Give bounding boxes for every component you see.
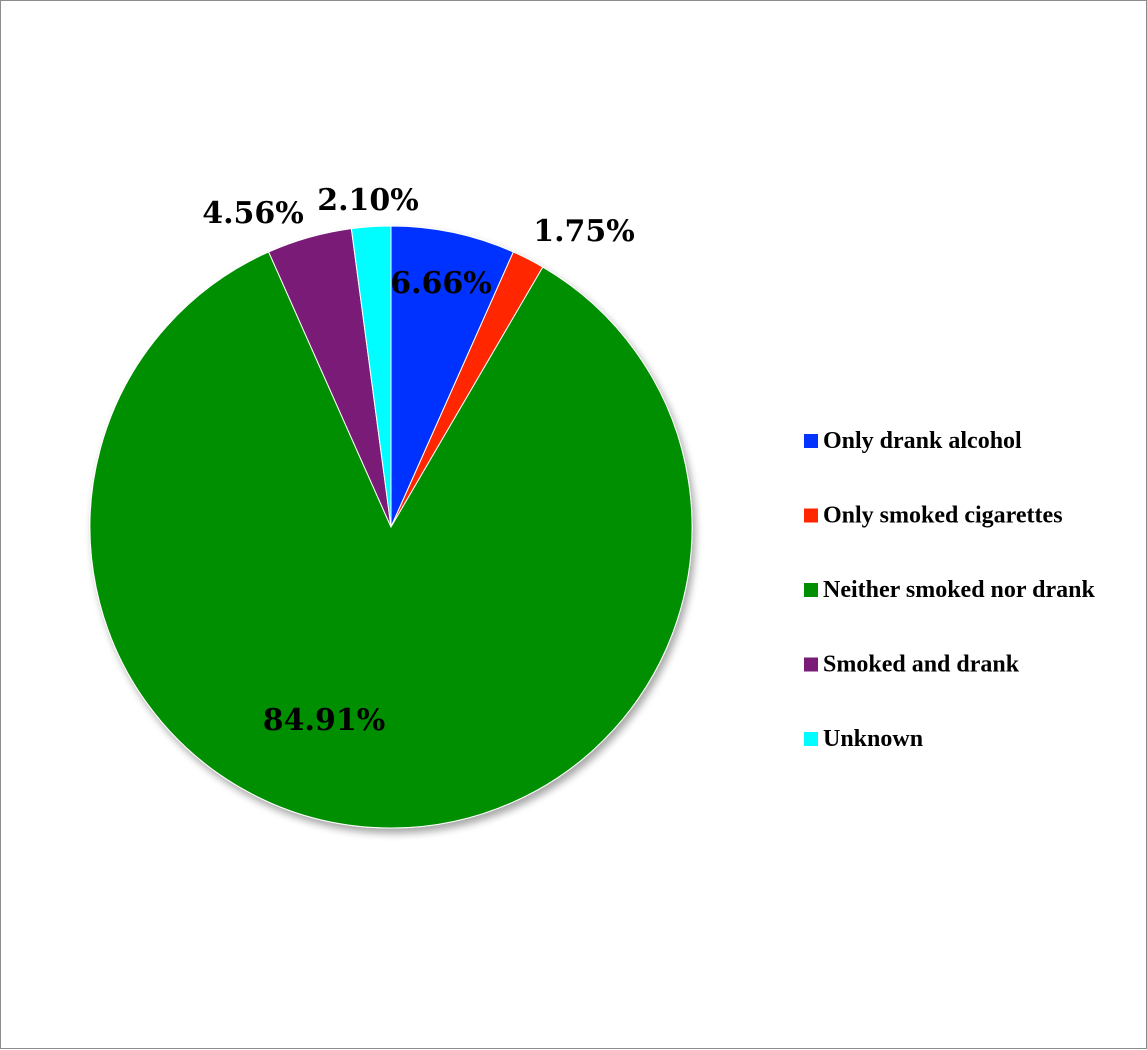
pie-slice-unknown bbox=[350, 225, 392, 528]
slice-value-label: 84.91% bbox=[263, 703, 385, 738]
slice-value-label: 6.66% bbox=[390, 266, 492, 301]
legend-swatch bbox=[804, 434, 818, 448]
slice-value-label: 4.56% bbox=[202, 196, 304, 231]
legend-label: Only smoked cigarettes bbox=[823, 503, 1063, 529]
legend-swatch bbox=[804, 732, 818, 746]
slice-value-label: 2.10% bbox=[317, 183, 419, 218]
legend: Only drank alcohol Only smoked cigarettes… bbox=[804, 428, 1095, 752]
pie-slice-only-drank-alcohol bbox=[390, 225, 515, 528]
pie-slices bbox=[89, 225, 693, 829]
slice-labels: 6.66% 1.75% 84.91% 4.56% 2.10% bbox=[202, 183, 635, 738]
legend-label: Neither smoked nor drank bbox=[823, 577, 1095, 603]
legend-label: Unknown bbox=[823, 726, 923, 752]
legend-label: Smoked and drank bbox=[823, 652, 1020, 678]
pie-slice-neither-smoked-nor-drank bbox=[89, 251, 693, 829]
slice-value-label: 1.75% bbox=[533, 214, 635, 249]
legend-label: Only drank alcohol bbox=[823, 428, 1022, 454]
legend-swatch bbox=[804, 508, 818, 523]
legend-swatch bbox=[804, 583, 818, 597]
legend-swatch bbox=[804, 657, 818, 672]
